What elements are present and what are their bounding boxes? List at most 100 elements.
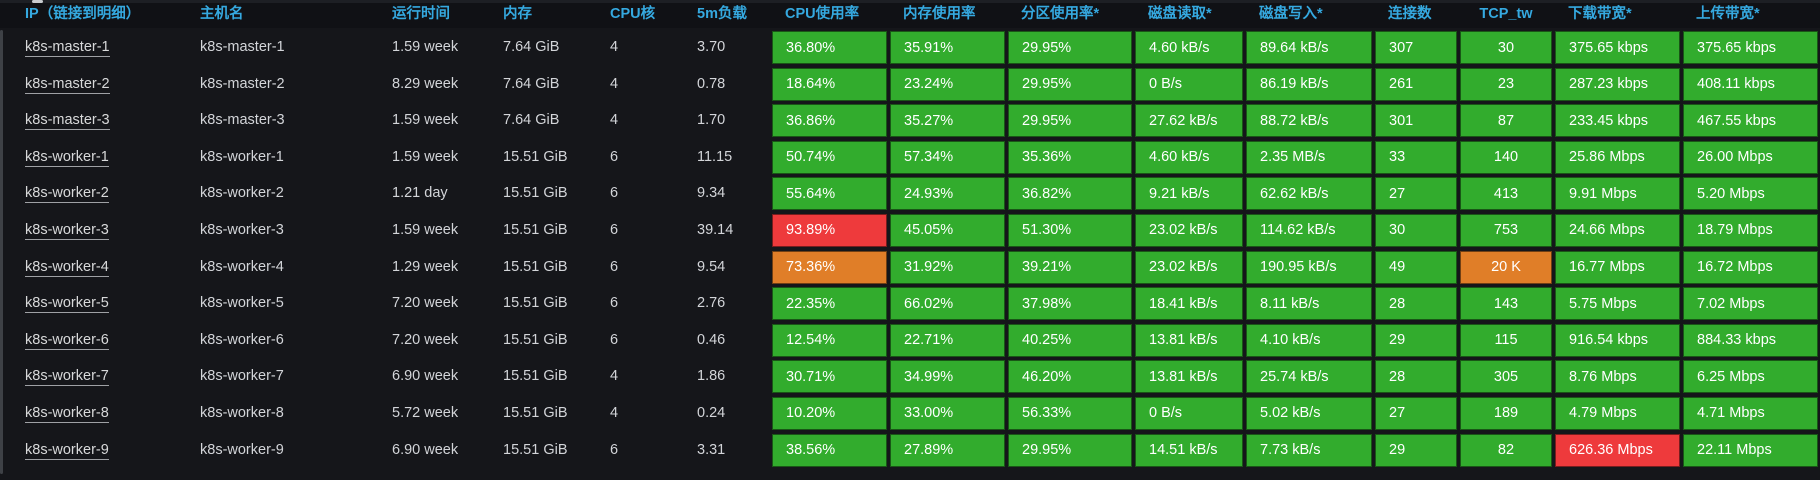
cell-cpu_cores: 6 xyxy=(610,331,619,348)
column-header-tcp_tw[interactable]: TCP_tw xyxy=(1479,6,1533,22)
ip-link[interactable]: k8s-master-2 xyxy=(25,75,110,94)
column-header-cpu_cores[interactable]: CPU核 xyxy=(610,6,656,22)
cell-tcp_tw: 143 xyxy=(1460,287,1552,321)
cell-upload_bw: 6.25 Mbps xyxy=(1683,360,1818,394)
column-header-memory[interactable]: 内存 xyxy=(503,6,532,22)
cell-connections: 49 xyxy=(1375,250,1457,284)
cell-ip: k8s-worker-5 xyxy=(12,287,184,320)
cell-cpu_cores: 4 xyxy=(610,39,619,55)
ip-link[interactable]: k8s-worker-3 xyxy=(25,221,109,240)
table-row: k8s-master-2 k8s-master-2 8.29 week 7.64 Gi… xyxy=(0,67,1820,101)
column-header-uptime[interactable]: 运行时间 xyxy=(392,6,450,22)
column-header-upload_bw[interactable]: 上传带宽* xyxy=(1696,6,1760,22)
cell-mem_usage: 33.00% xyxy=(890,396,1005,430)
cell-load_5m: 0.78 xyxy=(697,75,726,92)
column-header-ip[interactable]: IP（链接到明细） xyxy=(25,6,141,22)
cell-disk_read: 0 B/s xyxy=(1135,67,1243,101)
cell-uptime: 7.20 week xyxy=(392,331,459,348)
cell-mem_usage: 23.24% xyxy=(890,67,1005,101)
cell-upload_bw: 7.02 Mbps xyxy=(1683,287,1818,321)
cell-cpu_cores: 6 xyxy=(610,148,619,165)
cell-memory: 15.51 GiB xyxy=(503,404,568,421)
ip-link[interactable]: k8s-worker-5 xyxy=(25,295,109,314)
cell-ip: k8s-worker-1 xyxy=(12,141,184,174)
cell-uptime: 1.59 week xyxy=(392,112,459,129)
cell-disk_write: 190.95 kB/s xyxy=(1246,250,1372,284)
cell-disk_write: 25.74 kB/s xyxy=(1246,360,1372,394)
cell-disk_read: 14.51 kB/s xyxy=(1135,433,1243,467)
column-header-mem_usage[interactable]: 内存使用率 xyxy=(903,6,976,22)
cell-cpu_cores: 4 xyxy=(610,368,619,385)
table-row: k8s-worker-7 k8s-worker-7 6.90 week 15.51 G… xyxy=(0,360,1820,394)
cell-upload_bw: 467.55 kbps xyxy=(1683,104,1818,138)
ip-link[interactable]: k8s-worker-4 xyxy=(25,258,109,277)
column-header-partition_usage[interactable]: 分区使用率* xyxy=(1021,6,1100,22)
cell-partition_usage: 37.98% xyxy=(1008,287,1132,321)
cell-uptime: 6.90 week xyxy=(392,441,459,458)
cell-tcp_tw: 189 xyxy=(1460,396,1552,430)
table-row: k8s-worker-1 k8s-worker-1 1.59 week 15.51 G… xyxy=(0,140,1820,174)
cell-ip: k8s-worker-6 xyxy=(12,324,184,357)
cell-mem_usage: 45.05% xyxy=(890,213,1005,247)
cell-hostname: k8s-worker-6 xyxy=(200,331,284,348)
cell-mem_usage: 31.92% xyxy=(890,250,1005,284)
cell-cpu_usage: 50.74% xyxy=(772,140,887,174)
table-header: IP（链接到明细） 主机名 运行时间 内存 CPU核 5m负载 CPU使用率 内存使用率 分区使… xyxy=(0,0,1820,28)
cell-tcp_tw: 82 xyxy=(1460,433,1552,467)
cell-connections: 27 xyxy=(1375,396,1457,430)
column-header-disk_read[interactable]: 磁盘读取* xyxy=(1148,6,1212,22)
ip-link[interactable]: k8s-worker-1 xyxy=(25,148,109,167)
cell-cpu_usage: 36.80% xyxy=(772,31,887,64)
column-header-connections[interactable]: 连接数 xyxy=(1388,6,1432,22)
cell-download_bw: 24.66 Mbps xyxy=(1555,213,1680,247)
horizontal-scrollbar[interactable] xyxy=(0,0,1820,3)
cell-disk_read: 18.41 kB/s xyxy=(1135,287,1243,321)
ip-link[interactable]: k8s-worker-6 xyxy=(25,331,109,350)
cell-mem_usage: 22.71% xyxy=(890,323,1005,357)
cell-mem_usage: 35.27% xyxy=(890,104,1005,138)
column-header-load_5m[interactable]: 5m负载 xyxy=(697,6,747,22)
column-header-disk_write[interactable]: 磁盘写入* xyxy=(1259,6,1323,22)
cell-mem_usage: 24.93% xyxy=(890,177,1005,211)
cell-disk_write: 5.02 kB/s xyxy=(1246,396,1372,430)
cell-upload_bw: 16.72 Mbps xyxy=(1683,250,1818,284)
cell-ip: k8s-worker-2 xyxy=(12,177,184,210)
cell-cpu_usage: 55.64% xyxy=(772,177,887,211)
cell-load_5m: 11.15 xyxy=(697,148,733,165)
cell-cpu_cores: 6 xyxy=(610,258,619,275)
ip-link[interactable]: k8s-worker-7 xyxy=(25,368,109,387)
cell-memory: 15.51 GiB xyxy=(503,185,568,202)
cell-connections: 27 xyxy=(1375,177,1457,211)
cell-cpu_usage: 30.71% xyxy=(772,360,887,394)
cell-partition_usage: 51.30% xyxy=(1008,213,1132,247)
cell-hostname: k8s-worker-9 xyxy=(200,441,284,458)
cell-uptime: 1.59 week xyxy=(392,39,459,55)
column-header-download_bw[interactable]: 下载带宽* xyxy=(1568,6,1632,22)
cell-disk_write: 2.35 MB/s xyxy=(1246,140,1372,174)
cell-cpu_usage: 10.20% xyxy=(772,396,887,430)
cell-hostname: k8s-master-2 xyxy=(200,75,285,92)
ip-link[interactable]: k8s-worker-9 xyxy=(25,441,109,460)
vertical-scrollbar[interactable] xyxy=(0,30,3,474)
cell-load_5m: 3.31 xyxy=(697,441,726,458)
column-header-cpu_usage[interactable]: CPU使用率 xyxy=(785,6,860,22)
cell-upload_bw: 22.11 Mbps xyxy=(1683,433,1818,467)
table-row: k8s-worker-3 k8s-worker-3 1.59 week 15.51 G… xyxy=(0,213,1820,247)
cell-disk_read: 13.81 kB/s xyxy=(1135,323,1243,357)
cell-download_bw: 16.77 Mbps xyxy=(1555,250,1680,284)
column-header-hostname[interactable]: 主机名 xyxy=(200,6,244,22)
ip-link[interactable]: k8s-worker-2 xyxy=(25,185,109,204)
cell-memory: 15.51 GiB xyxy=(503,441,568,458)
cell-tcp_tw: 30 xyxy=(1460,31,1552,64)
ip-link[interactable]: k8s-worker-8 xyxy=(25,404,109,423)
ip-link[interactable]: k8s-master-1 xyxy=(25,39,110,57)
cell-disk_read: 4.60 kB/s xyxy=(1135,140,1243,174)
cell-upload_bw: 26.00 Mbps xyxy=(1683,140,1818,174)
cell-disk_read: 23.02 kB/s xyxy=(1135,250,1243,284)
ip-link[interactable]: k8s-master-3 xyxy=(25,112,110,131)
horizontal-scrollbar-thumb[interactable] xyxy=(32,0,43,3)
cell-ip: k8s-worker-3 xyxy=(12,214,184,247)
cell-load_5m: 3.70 xyxy=(697,39,726,55)
cell-ip: k8s-worker-7 xyxy=(12,360,184,393)
cell-connections: 33 xyxy=(1375,140,1457,174)
